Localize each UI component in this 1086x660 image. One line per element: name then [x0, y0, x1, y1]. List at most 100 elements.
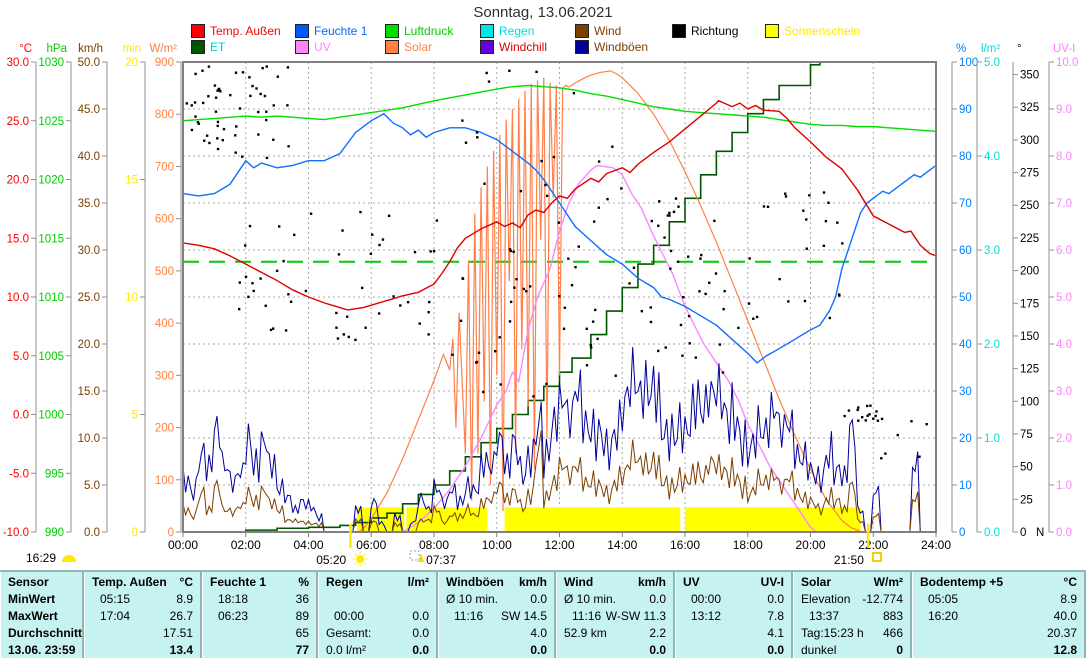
series-wind: [183, 430, 936, 532]
cell-label: dunkel: [801, 642, 837, 657]
axis-label: 990: [45, 527, 64, 539]
series-ET: [183, 62, 936, 532]
axis-label: 325: [1020, 102, 1039, 114]
legend-swatch-icon: [295, 40, 309, 54]
axis-label: 125: [1020, 364, 1039, 376]
cell-value: 4.1: [767, 625, 784, 640]
table-cell: 13.4: [85, 641, 200, 658]
cell-value: SW 14.5: [500, 608, 547, 623]
cell-value: 8.9: [176, 591, 193, 606]
legend-swatch-icon: [191, 40, 205, 54]
axis-label: 9.0: [1056, 104, 1072, 116]
legend-item: UV: [295, 40, 331, 54]
table-column: Wind km/h Ø 10 min. 0.0 11:16 W-SW 11.3 52.9 k…: [556, 572, 675, 658]
sensor-unit: l/m²: [407, 575, 429, 589]
sensor-name: Wind: [564, 575, 594, 589]
cell-value: 20.37: [1046, 625, 1077, 640]
table-column: UV UV-I 00:00 0.0 13:12 7.8 4.1 0.0: [675, 572, 793, 658]
axis-label: 350: [1020, 70, 1039, 82]
table-header-cell: Temp. Außen °C: [85, 572, 200, 590]
axis-label: 40.0: [78, 151, 100, 163]
cell-value: 466: [882, 625, 903, 640]
axis-label: 7.0: [1056, 198, 1072, 210]
axis-label: 0.0: [13, 410, 29, 422]
x-axis-label: 10:00: [482, 538, 512, 552]
axis-label: 60: [959, 245, 972, 257]
table-cell: 13:37 883: [794, 607, 910, 624]
axis-label: 10: [125, 292, 138, 304]
cell-label: 00:00: [691, 591, 722, 606]
table-cell: 0.0: [676, 641, 791, 658]
cell-label: 17:04: [100, 608, 131, 623]
cell-value: 0.0: [530, 642, 547, 657]
table-cell: 20.37: [913, 624, 1084, 641]
x-axis-label: 16:00: [670, 538, 700, 552]
axis-unit-label: °: [1017, 43, 1022, 55]
axis-label: 6.0: [1056, 245, 1072, 257]
axis-label: 30.0: [78, 245, 100, 257]
cell-label: 11:16: [454, 608, 484, 623]
axis-label: 4.0: [1056, 339, 1072, 351]
cell-value: 8.9: [1060, 591, 1077, 606]
legend-label: UV: [314, 40, 331, 54]
axis-unit-label: °C: [19, 43, 32, 55]
x-axis-label: 12:00: [544, 538, 574, 552]
summary-table: Sensor MinWert MaxWert Durchschnitt 13.06. 2…: [0, 570, 1086, 658]
table-column: Sensor MinWert MaxWert Durchschnitt 13.06. 2…: [0, 572, 84, 658]
legend-label: Temp. Außen: [210, 24, 281, 38]
legend-label: Sonnenschein: [784, 24, 861, 38]
axis-label: 25: [1020, 494, 1033, 506]
cell-label: 0.0 l/m²: [326, 642, 367, 657]
table-header-cell: UV UV-I: [676, 572, 791, 590]
axis-label: 1000: [38, 410, 64, 422]
sensor-unit: W/m²: [873, 575, 903, 589]
legend-label: Richtung: [691, 24, 739, 38]
axis-label: 30: [959, 386, 972, 398]
cell-label: 13:12: [691, 608, 722, 623]
sensor-name: Solar: [801, 575, 832, 589]
axis-label: 15: [125, 175, 138, 187]
cell-value: 12.8: [1053, 642, 1077, 657]
axis-label: 10.0: [7, 292, 29, 304]
axis-label: 100: [959, 57, 978, 69]
legend-swatch-icon: [385, 24, 399, 38]
legend-swatch-icon: [385, 40, 399, 54]
table-header-cell: Regen l/m²: [319, 572, 436, 590]
axis-unit-label: UV-I: [1053, 43, 1075, 55]
axis-label: 1.0: [984, 433, 1000, 445]
table-row-label: MinWert: [8, 591, 56, 606]
table-cell: 77: [203, 641, 316, 658]
table-header-cell: Bodentemp +5 °C: [913, 572, 1084, 590]
axis-label: 200: [1020, 266, 1039, 278]
table-cell: [319, 590, 436, 607]
legend-swatch-icon: [575, 24, 589, 38]
table-cell: 12.8: [913, 641, 1084, 658]
table-cell: 16:20 40.0: [913, 607, 1084, 624]
x-axis-label: 20:00: [795, 538, 825, 552]
sunrise-icon: [352, 551, 368, 567]
axis-label: 150: [1020, 331, 1039, 343]
sensor-name: Feuchte 1: [210, 575, 267, 589]
axis-label: 8.0: [1056, 151, 1072, 163]
x-axis-label: 02:00: [231, 538, 261, 552]
table-cell: 00:00 0.0: [676, 590, 791, 607]
table-cell: 05:15 8.9: [85, 590, 200, 607]
axis-label: 0.0: [1056, 527, 1072, 539]
axis-label: 1010: [38, 292, 64, 304]
cell-label: Ø 10 min.: [446, 591, 499, 606]
axis-label: 20: [959, 433, 972, 445]
legend-label: ET: [210, 40, 226, 54]
weather-chart: -10.0 -5.0 0.0 5.0 10.0 15.0 20.0 25.0 30.0 °C 990…: [3, 43, 1079, 567]
legend-label: Regen: [499, 24, 535, 38]
legend-item: Solar: [385, 40, 432, 54]
axis-label: 175: [1020, 298, 1039, 310]
legend-label: Windchill: [499, 40, 548, 54]
axis-label: 5.0: [984, 57, 1000, 69]
cell-label: 11:16: [572, 608, 602, 623]
sunshine-block: [504, 507, 681, 532]
table-header-cell: Feuchte 1%: [203, 572, 316, 590]
axis-label: 0: [1020, 527, 1026, 539]
cell-label: 00:00: [334, 608, 365, 623]
cell-value: 0.0: [530, 591, 547, 606]
